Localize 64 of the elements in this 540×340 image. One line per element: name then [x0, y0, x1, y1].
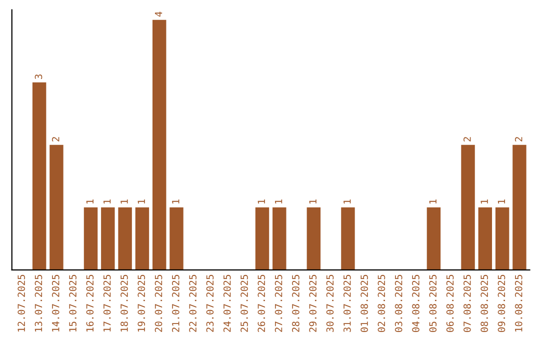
x-tick-label: 01.08.2025 — [360, 274, 368, 332]
data-label: 4 — [154, 12, 162, 17]
bar — [272, 207, 286, 270]
x-tick-label: 21.07.2025 — [172, 274, 180, 332]
bar — [495, 207, 510, 270]
x-tick-label: 05.08.2025 — [429, 274, 437, 332]
bar — [152, 20, 166, 270]
bar — [426, 207, 441, 270]
x-tick-label: 16.07.2025 — [86, 274, 94, 332]
data-label: 1 — [429, 199, 436, 204]
data-label: 3 — [34, 74, 42, 79]
bar — [101, 207, 115, 270]
x-tick-label: 04.08.2025 — [412, 274, 420, 332]
x-tick-label: 18.07.2025 — [120, 274, 128, 332]
x-tick-label: 19.07.2025 — [138, 274, 146, 332]
x-tick-label: 03.08.2025 — [394, 274, 402, 332]
bar — [512, 144, 526, 270]
bar — [478, 207, 492, 270]
x-tick-label: 30.07.2025 — [326, 274, 334, 332]
data-label: 1 — [258, 199, 265, 204]
x-tick-label: 27.07.2025 — [274, 274, 282, 332]
bar — [306, 207, 321, 270]
bar — [135, 207, 150, 270]
x-tick-label: 31.07.2025 — [343, 274, 351, 332]
bar — [84, 207, 98, 270]
data-label: 1 — [104, 199, 111, 204]
x-tick-label: 15.07.2025 — [69, 274, 76, 332]
x-tick-label: 07.08.2025 — [464, 274, 471, 332]
data-label: 1 — [86, 199, 94, 204]
bar — [461, 144, 475, 270]
data-label: 2 — [464, 137, 471, 142]
bar — [170, 207, 184, 270]
x-tick-label: 29.07.2025 — [309, 274, 317, 332]
x-tick-label: 20.07.2025 — [154, 274, 162, 332]
data-label: 1 — [120, 199, 128, 204]
x-tick-label: 12.07.2025 — [18, 274, 26, 332]
bar — [118, 207, 132, 270]
data-label: 2 — [52, 137, 60, 142]
data-label: 1 — [480, 199, 488, 204]
x-tick-label: 08.08.2025 — [480, 274, 488, 332]
data-label: 1 — [275, 199, 282, 204]
x-tick-label: 26.07.2025 — [258, 274, 266, 332]
x-tick-label: 14.07.2025 — [52, 274, 60, 332]
x-tick-label: 24.07.2025 — [223, 274, 231, 332]
data-label: 2 — [514, 137, 522, 142]
x-tick-label: 28.07.2025 — [292, 274, 300, 332]
x-tick-label: 02.08.2025 — [378, 274, 386, 332]
bar — [32, 82, 46, 270]
x-tick-label: 10.08.2025 — [514, 274, 522, 332]
x-tick-label: 17.07.2025 — [103, 274, 111, 332]
x-tick-label: 13.07.2025 — [34, 274, 42, 332]
bar — [341, 207, 355, 270]
data-label: 1 — [172, 199, 180, 204]
bar — [50, 144, 64, 270]
data-label: 1 — [344, 199, 351, 204]
bar — [255, 207, 270, 270]
data-label: 1 — [498, 199, 506, 204]
x-tick-label: 23.07.2025 — [206, 274, 214, 332]
data-label: 1 — [309, 199, 316, 204]
x-tick-label: 06.08.2025 — [446, 274, 454, 332]
x-tick-label: 22.07.2025 — [189, 274, 196, 332]
x-tick-label: 09.08.2025 — [498, 274, 506, 332]
data-label: 1 — [138, 199, 145, 204]
x-tick-label: 25.07.2025 — [240, 274, 248, 332]
